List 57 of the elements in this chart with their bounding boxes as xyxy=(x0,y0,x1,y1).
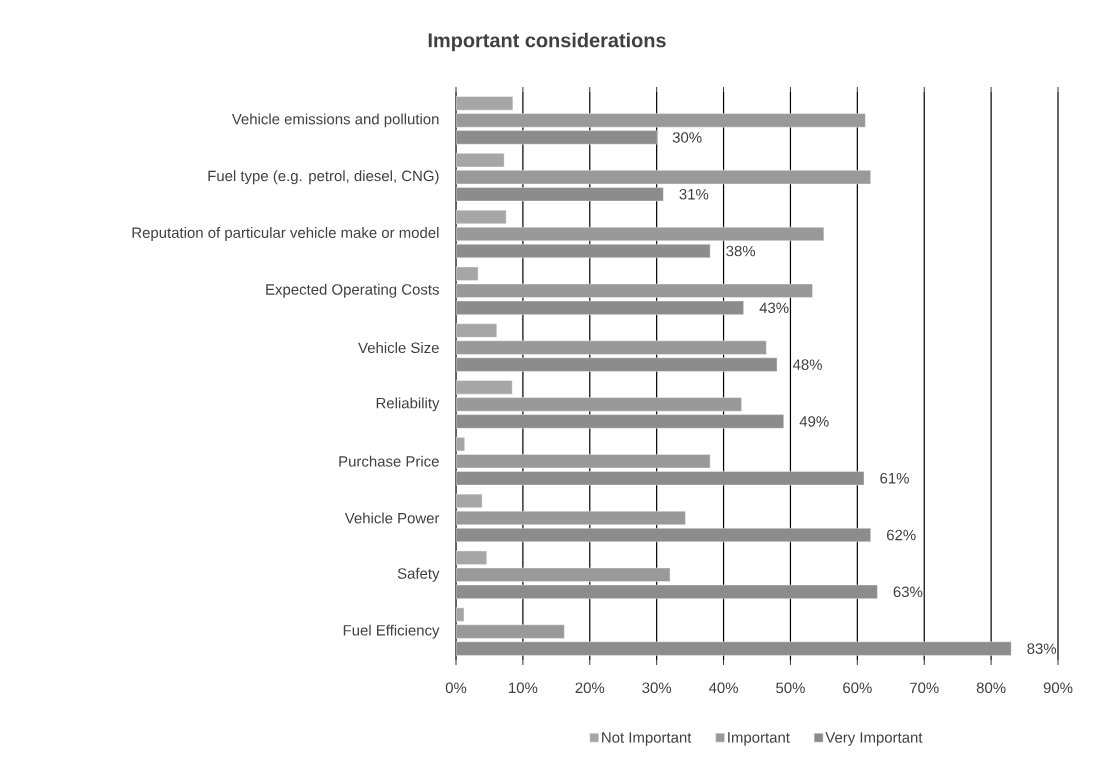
y-tick-label: Fuel Efficiency xyxy=(343,624,440,639)
bar xyxy=(456,567,671,582)
data-label: 38% xyxy=(726,245,756,257)
data-label: 63% xyxy=(893,586,923,598)
bar xyxy=(456,380,513,395)
bar xyxy=(456,528,871,543)
bar xyxy=(456,96,514,111)
x-tick-label: 80% xyxy=(976,682,1006,694)
x-tick-label: 20% xyxy=(575,682,605,694)
y-tick-label: Purchase Price xyxy=(339,455,439,467)
y-tick-label: Reliability xyxy=(376,397,440,412)
data-label: 43% xyxy=(759,302,789,314)
bar xyxy=(456,357,778,372)
bar xyxy=(456,641,1012,656)
y-tick-label: Reputation of particular vehicle make or model xyxy=(132,227,439,241)
x-tick-label: 10% xyxy=(509,682,538,694)
x-tick-label: 60% xyxy=(843,682,872,694)
y-tick-label: Expected Operating Costs xyxy=(266,283,439,298)
bar xyxy=(456,244,711,259)
legend-label: Not Important xyxy=(602,732,692,746)
bar xyxy=(456,226,825,242)
bar xyxy=(456,170,871,185)
x-tick-label: 50% xyxy=(776,682,805,694)
x-tick-label: 90% xyxy=(1043,682,1073,694)
x-tick-label: 70% xyxy=(910,682,939,694)
x-tick-label: 0% xyxy=(445,682,467,694)
bar xyxy=(456,187,664,202)
bar xyxy=(456,454,711,469)
bar xyxy=(456,113,866,128)
legend-label: Important xyxy=(728,732,790,746)
y-tick-label: Safety xyxy=(397,567,440,582)
bar xyxy=(456,510,686,526)
data-label: 31% xyxy=(679,188,709,200)
bar xyxy=(456,323,498,338)
x-tick-label: 40% xyxy=(708,682,738,694)
bar xyxy=(456,624,565,639)
data-label: 62% xyxy=(887,529,916,541)
legend-label: Very Important xyxy=(825,732,923,746)
data-label: 48% xyxy=(792,359,822,370)
y-tick-label: Vehicle Power xyxy=(344,512,440,524)
y-tick-label: Vehicle emissions and pollution xyxy=(231,113,439,128)
y-tick-label: Vehicle Size xyxy=(358,342,439,354)
bar xyxy=(456,471,865,486)
bar xyxy=(456,130,657,145)
data-label: 30% xyxy=(672,132,702,143)
bar xyxy=(456,283,813,298)
bar xyxy=(456,397,742,412)
bar xyxy=(456,414,784,429)
x-tick-label: 30% xyxy=(642,682,672,694)
chart-title: Important considerations xyxy=(428,32,666,52)
bar xyxy=(456,584,878,599)
bar xyxy=(456,300,744,315)
bar xyxy=(456,340,767,355)
data-label: 49% xyxy=(799,416,829,427)
data-label: 83% xyxy=(1027,643,1057,654)
data-label: 61% xyxy=(880,472,909,484)
y-tick-label: Fuel type (e.g. petrol, diesel, CNG) xyxy=(208,170,439,185)
